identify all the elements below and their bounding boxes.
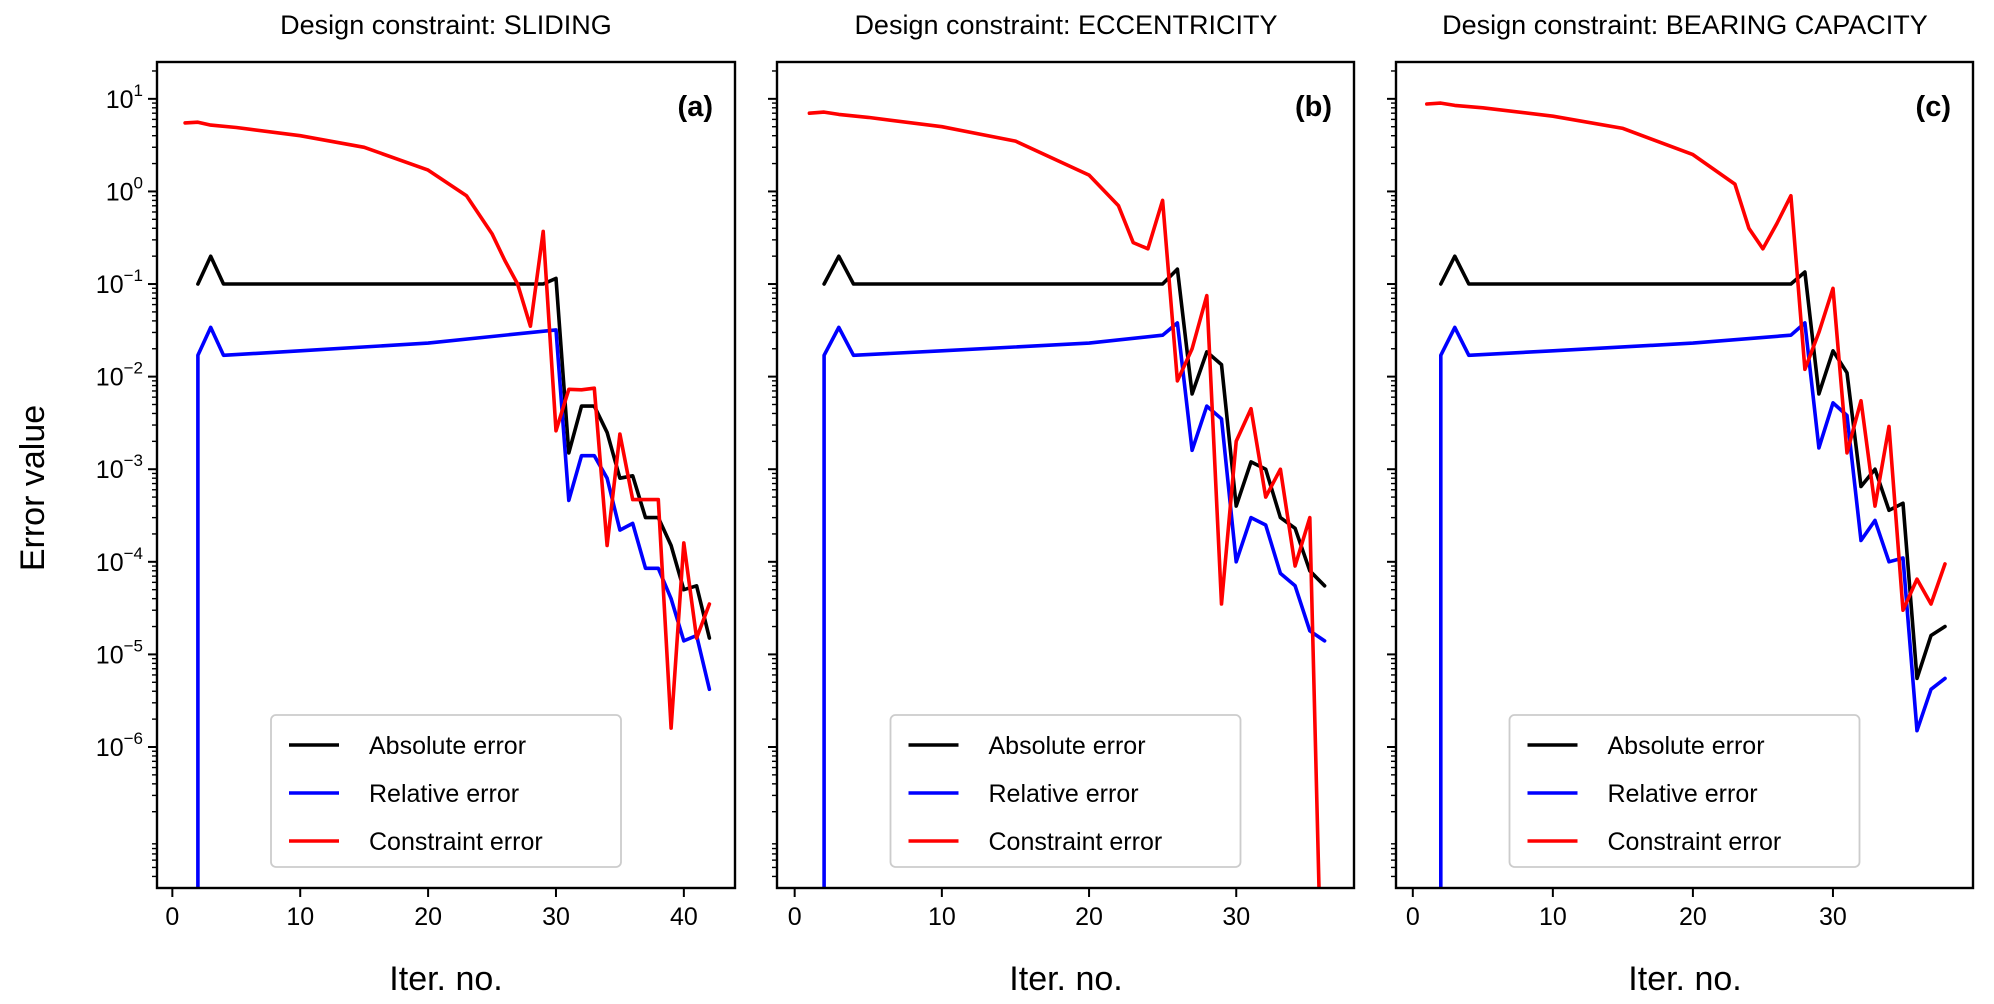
legend-label-relative-error-b: Relative error bbox=[989, 780, 1139, 808]
legend-label-constraint-error-c: Constraint error bbox=[1608, 828, 1782, 856]
panel-label-c: (c) bbox=[1916, 91, 1951, 123]
series-line-constraint-error-a bbox=[183, 120, 712, 730]
series-line-absolute-error-b bbox=[822, 254, 1327, 588]
x-tick-label-a: 40 bbox=[670, 903, 698, 931]
legend-label-absolute-error-b: Absolute error bbox=[989, 732, 1146, 760]
panel-b: Design constraint: ECCENTRICITY (b) Iter… bbox=[768, 10, 1356, 998]
legend-label-relative-error-a: Relative error bbox=[369, 780, 519, 808]
x-tick-label-a: 20 bbox=[414, 903, 442, 931]
x-tick-label-a: 10 bbox=[286, 903, 314, 931]
x-tick-label-b: 0 bbox=[788, 903, 802, 931]
x-tick-label-c: 30 bbox=[1819, 903, 1847, 931]
legend-label-absolute-error-a: Absolute error bbox=[369, 732, 526, 760]
panel-c: Design constraint: BEARING CAPACITY (c) … bbox=[1387, 10, 1975, 998]
x-tick-label-b: 20 bbox=[1075, 903, 1103, 931]
panel-title-b: Design constraint: ECCENTRICITY bbox=[854, 10, 1277, 40]
series-lines-b bbox=[807, 110, 1327, 888]
series-line-constraint-error-b bbox=[807, 110, 1321, 888]
series-line-relative-error-b bbox=[822, 321, 1327, 888]
axes-frame-b bbox=[775, 60, 1356, 890]
panel-title-c: Design constraint: BEARING CAPACITY bbox=[1442, 10, 1928, 40]
series-line-absolute-error-a bbox=[196, 254, 712, 640]
x-tick-label-c: 20 bbox=[1679, 903, 1707, 931]
x-axis-label-b: Iter. no. bbox=[1009, 960, 1122, 998]
x-axis-label-a: Iter. no. bbox=[389, 960, 502, 998]
panel-a: Design constraint: SLIDING (a) Iter. no.… bbox=[96, 10, 737, 998]
legend-label-constraint-error-b: Constraint error bbox=[989, 828, 1163, 856]
series-line-relative-error-a bbox=[196, 325, 712, 888]
series-lines-a bbox=[183, 120, 712, 888]
x-axis-label-c: Iter. no. bbox=[1628, 960, 1741, 998]
legend-label-constraint-error-a: Constraint error bbox=[369, 828, 543, 856]
x-tick-label-a: 0 bbox=[165, 903, 179, 931]
x-tick-label-b: 30 bbox=[1222, 903, 1250, 931]
series-line-relative-error-c bbox=[1439, 321, 1947, 888]
series-lines-c bbox=[1425, 101, 1947, 888]
y-tick-label-a: 10−6 bbox=[96, 729, 143, 762]
x-tick-label-c: 10 bbox=[1539, 903, 1567, 931]
legend-label-relative-error-c: Relative error bbox=[1608, 780, 1758, 808]
panel-label-a: (a) bbox=[678, 91, 713, 123]
axes-frame-c bbox=[1394, 60, 1975, 890]
legend-box-a bbox=[270, 714, 622, 868]
y-tick-label-a: 100 bbox=[106, 173, 143, 206]
figure-ylabel: Error value bbox=[14, 405, 52, 571]
legend-label-absolute-error-c: Absolute error bbox=[1608, 732, 1765, 760]
x-tick-label-c: 0 bbox=[1406, 903, 1420, 931]
x-tick-label-b: 10 bbox=[928, 903, 956, 931]
series-line-constraint-error-c bbox=[1425, 101, 1947, 613]
y-tick-label-a: 10−5 bbox=[96, 636, 143, 669]
y-tick-label-a: 101 bbox=[106, 81, 143, 114]
legend-box-c bbox=[1508, 714, 1861, 868]
y-tick-label-a: 10−1 bbox=[96, 266, 143, 299]
x-tick-label-a: 30 bbox=[542, 903, 570, 931]
panel-label-b: (b) bbox=[1295, 91, 1332, 123]
panel-title-a: Design constraint: SLIDING bbox=[280, 10, 612, 40]
axes-frame-a bbox=[155, 60, 737, 890]
series-line-absolute-error-c bbox=[1439, 254, 1947, 681]
y-tick-label-a: 10−4 bbox=[96, 544, 143, 577]
legend-b: Absolute error Relative error Constraint e… bbox=[889, 714, 1242, 868]
y-tick-label-a: 10−3 bbox=[96, 451, 143, 484]
legend-a: Absolute error Relative error Constraint e… bbox=[270, 714, 622, 868]
y-tick-label-a: 10−2 bbox=[96, 359, 143, 392]
legend-box-b bbox=[889, 714, 1242, 868]
legend-c: Absolute error Relative error Constraint e… bbox=[1508, 714, 1861, 868]
